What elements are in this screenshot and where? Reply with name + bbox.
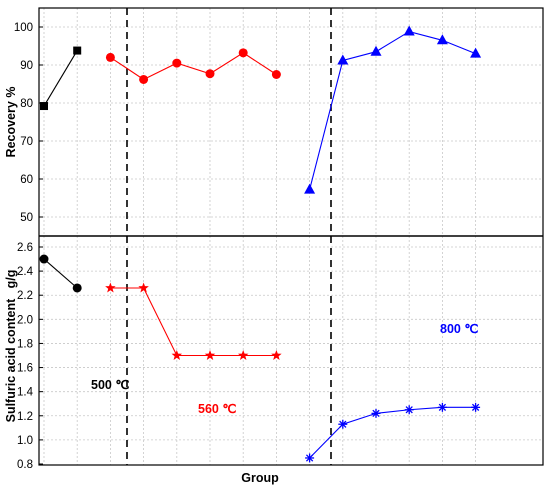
data-point — [305, 453, 315, 463]
top-y-tick-label: 70 — [20, 136, 33, 148]
data-point — [72, 283, 82, 293]
data-point — [172, 58, 182, 68]
asterisk-stroke — [438, 403, 447, 411]
data-point — [470, 47, 482, 58]
bottom-y-tick-label: 2.6 — [17, 242, 33, 254]
asterisk-stroke — [305, 454, 314, 462]
x-axis-label: Group — [241, 471, 279, 485]
series-line — [309, 406, 476, 459]
bottom-y-tick-label: 1.8 — [17, 338, 33, 350]
series-line — [110, 287, 277, 357]
asterisk-stroke — [471, 403, 480, 411]
recovery-series-2 — [105, 48, 281, 84]
y-tick-labels: 50 60 70 80 90 100 0.8 1.0 1.2 1.4 1.6 1.8 2.0 2.2 2.4… — [14, 22, 43, 471]
series-line — [110, 52, 277, 81]
data-point — [138, 282, 149, 293]
data-point — [271, 350, 282, 360]
top-y-tick-label: 100 — [14, 22, 33, 34]
top-y-axis-label: Recovery % — [4, 87, 18, 158]
bottom-y-tick-label: 2.4 — [17, 266, 34, 278]
recovery-series-1 — [40, 46, 82, 111]
data-point — [73, 46, 82, 55]
data-point — [370, 45, 382, 56]
bottom-y-tick-label: 1.6 — [17, 363, 33, 375]
data-point — [437, 402, 447, 412]
top-y-tick-label: 60 — [20, 174, 33, 186]
series-line — [43, 258, 78, 289]
top-y-tick-label: 90 — [20, 60, 33, 72]
top-y-tick-label: 80 — [20, 98, 33, 110]
series-line — [43, 50, 78, 107]
data-point — [139, 74, 149, 84]
acid-series-3 — [305, 402, 481, 463]
bottom-y-tick-label: 2.2 — [17, 290, 33, 302]
plot-frame — [38, 7, 544, 466]
recovery-series-3 — [304, 25, 482, 194]
data-point — [404, 405, 414, 415]
asterisk-stroke — [339, 420, 347, 428]
annotation-800c: 800 ℃ — [440, 322, 478, 336]
data-point — [105, 282, 116, 293]
data-point — [204, 350, 216, 360]
asterisk-stroke — [405, 406, 413, 414]
data-series — [39, 25, 482, 463]
bottom-y-tick-label: 0.8 — [17, 459, 33, 471]
asterisk-stroke — [372, 409, 380, 418]
data-point — [338, 419, 348, 429]
data-point — [237, 350, 249, 360]
annotation-500c: 500 ℃ — [91, 378, 129, 392]
data-point — [403, 25, 415, 36]
data-point — [39, 254, 49, 264]
data-point — [271, 70, 281, 79]
data-point — [171, 350, 183, 360]
acid-series-1 — [39, 254, 82, 293]
bottom-y-tick-label: 1.4 — [17, 387, 34, 399]
data-point — [436, 34, 448, 45]
acid-series-2 — [105, 282, 282, 360]
annotation-560c: 560 ℃ — [198, 402, 236, 416]
data-point — [238, 48, 248, 58]
top-panel-grid — [39, 8, 543, 236]
series-line — [309, 30, 476, 190]
bottom-panel-grid — [39, 236, 543, 465]
data-point — [304, 183, 316, 194]
bottom-y-tick-label: 2.0 — [17, 314, 33, 326]
data-point — [205, 69, 215, 79]
data-point — [371, 408, 381, 418]
top-y-tick-label: 50 — [20, 212, 33, 224]
data-point — [337, 54, 349, 65]
data-point — [105, 52, 115, 62]
data-point — [40, 102, 48, 111]
bottom-y-tick-label: 1.2 — [17, 411, 33, 423]
bottom-y-axis-label: Sulfuric acid content g/g — [4, 270, 18, 423]
bottom-y-tick-label: 1.0 — [17, 435, 33, 447]
data-point — [471, 402, 481, 412]
